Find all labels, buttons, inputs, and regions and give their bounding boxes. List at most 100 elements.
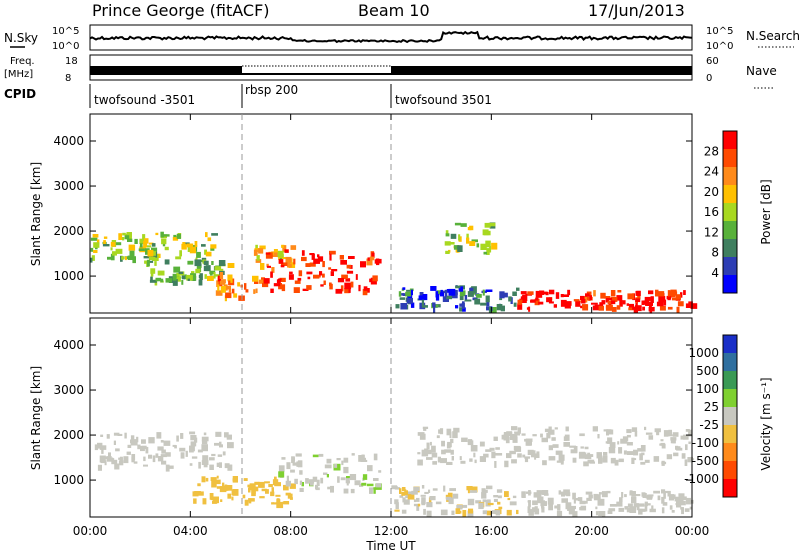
power-cell	[480, 243, 487, 250]
velocity-cell	[216, 462, 220, 467]
power-cell	[211, 261, 214, 265]
power-cell	[680, 292, 683, 298]
velocity-cell	[198, 461, 201, 469]
velocity-cbar-tick: -500	[692, 454, 719, 468]
power-cell	[355, 274, 358, 280]
power-cell	[461, 302, 465, 309]
velocity-cell	[495, 453, 503, 456]
power-cell	[164, 259, 170, 265]
velocity-cell	[595, 511, 598, 516]
velocity-cell	[554, 427, 558, 430]
nsky-tick-bottom: 10^0	[52, 41, 79, 52]
power-cell	[496, 304, 503, 311]
velocity-cell	[684, 508, 690, 512]
power-cbar-tick: 20	[704, 185, 719, 199]
power-cell	[306, 285, 312, 290]
velocity-cell	[485, 449, 492, 452]
velocity-cell	[548, 456, 556, 461]
power-cell	[348, 288, 351, 293]
power-cell	[610, 300, 616, 305]
power-cell	[306, 271, 313, 275]
velocity-cell	[324, 464, 332, 469]
velocity-cell	[634, 431, 638, 437]
power-cell	[648, 290, 654, 295]
power-cell	[155, 232, 159, 236]
power-cell	[433, 306, 436, 314]
power-cell	[677, 301, 684, 307]
velocity-cell	[449, 488, 456, 492]
power-cell	[419, 292, 424, 297]
power-cell	[203, 265, 209, 272]
x-tick-label: 04:00	[173, 524, 208, 538]
velocity-cell	[446, 443, 451, 449]
power-cell	[124, 235, 130, 240]
velocity-heatmap	[94, 426, 695, 518]
velocity-cell	[432, 461, 437, 465]
power-cell	[264, 278, 270, 284]
velocity-cell	[672, 494, 676, 499]
velocity-cell	[264, 481, 270, 484]
velocity-cell	[685, 444, 688, 451]
velocity-cell	[118, 457, 123, 460]
power-ytick-label: 2000	[53, 224, 84, 238]
velocity-cell	[201, 476, 206, 483]
power-cell	[345, 278, 351, 282]
power-cell	[642, 306, 645, 311]
power-cell	[634, 305, 642, 312]
power-cell	[476, 293, 482, 298]
power-cell	[203, 260, 209, 265]
power-cell	[189, 246, 196, 254]
velocity-cell	[666, 454, 673, 460]
power-cell	[90, 247, 94, 252]
power-cell	[330, 271, 334, 276]
power-cell	[560, 294, 564, 298]
velocity-cell	[609, 504, 617, 507]
power-frame	[89, 113, 693, 314]
velocity-cell	[417, 452, 421, 455]
velocity-cell	[367, 465, 373, 472]
velocity-cell	[536, 451, 540, 455]
velocity-cell	[572, 511, 578, 517]
velocity-cell	[349, 474, 357, 481]
velocity-cell	[413, 499, 416, 503]
power-cell	[255, 288, 258, 294]
power-cell	[439, 292, 445, 297]
power-cell	[502, 292, 508, 298]
velocity-cell	[542, 460, 547, 466]
velocity-cell	[226, 434, 232, 440]
velocity-cell	[558, 454, 565, 461]
velocity-cell	[552, 444, 559, 448]
power-cell	[210, 244, 217, 249]
power-cell	[474, 298, 481, 305]
power-cell	[619, 300, 623, 307]
velocity-cell	[481, 488, 486, 494]
velocity-cell	[585, 491, 593, 495]
velocity-cell	[444, 449, 451, 453]
power-cell	[546, 297, 552, 303]
power-cell	[588, 298, 591, 301]
power-cell	[605, 299, 610, 303]
velocity-cell	[283, 501, 289, 505]
velocity-cell	[470, 445, 478, 452]
velocity-cell	[145, 446, 149, 454]
power-cell	[173, 234, 177, 238]
power-cell	[346, 270, 354, 274]
power-cell	[297, 277, 302, 281]
velocity-cell	[548, 503, 553, 511]
velocity-cell	[316, 479, 320, 487]
velocity-cell	[362, 474, 368, 480]
velocity-cell	[231, 496, 234, 501]
velocity-cell	[640, 461, 646, 465]
velocity-cell	[251, 489, 256, 497]
velocity-cell	[601, 491, 608, 498]
velocity-cell	[212, 500, 217, 504]
velocity-cell	[305, 478, 309, 484]
power-cell	[601, 300, 606, 305]
velocity-cbar-swatch	[723, 353, 737, 372]
power-cell	[146, 259, 150, 267]
power-cell	[589, 295, 592, 301]
power-cbar-swatch	[723, 203, 737, 222]
velocity-cell	[595, 506, 598, 510]
velocity-cell	[607, 510, 613, 514]
velocity-cell	[259, 496, 265, 499]
